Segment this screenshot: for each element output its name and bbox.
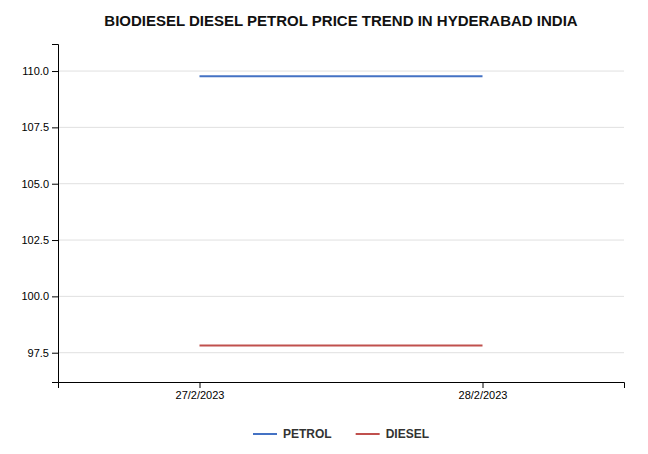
legend-label: PETROL	[283, 427, 332, 441]
y-tick-label: 110.0	[22, 65, 49, 77]
legend-label: DIESEL	[386, 427, 429, 441]
y-tick-mark	[52, 353, 58, 354]
y-tick-label: 100.0	[21, 290, 49, 302]
grid-line	[58, 240, 624, 241]
x-tick-mark	[200, 382, 201, 388]
grid-line	[58, 352, 624, 353]
y-tick-label: 97.5	[28, 347, 49, 359]
x-tick-label: 28/2/2023	[459, 389, 508, 401]
y-tick: 102.5	[21, 234, 58, 246]
grid-line	[58, 71, 624, 72]
title: BIODIESEL DIESEL PETROL PRICE TREND IN H…	[104, 12, 578, 29]
legend-item: DIESEL	[356, 427, 429, 441]
y-tick-mark	[52, 240, 58, 241]
line	[200, 75, 483, 77]
y-tick: 100.0	[21, 290, 58, 302]
y-tick-mark	[52, 127, 58, 128]
grid	[58, 71, 624, 353]
y-tick: 110.0	[22, 65, 58, 77]
x-tick-label: 27/2/2023	[176, 389, 225, 401]
legend-swatch	[356, 433, 380, 435]
y-tick-label: 102.5	[21, 234, 49, 246]
y-tick: 107.5	[21, 121, 58, 133]
grid-line	[58, 127, 624, 128]
legend-item: PETROL	[253, 427, 332, 441]
y-tick-mark	[52, 296, 58, 297]
y-tick-mark	[52, 71, 58, 72]
line	[200, 344, 483, 346]
y-tick-mark	[52, 184, 58, 185]
legend: PETROL DIESEL	[253, 427, 429, 441]
legend-swatch	[253, 433, 277, 435]
y-tick: 97.5	[28, 347, 58, 359]
plot-area: 97.5 100.0 102.5 105.0 107.5 110.0 27/2/2023 28…	[21, 45, 624, 401]
x-axis-line	[59, 383, 625, 389]
y-tick-label: 105.0	[21, 178, 49, 190]
grid-line	[58, 296, 624, 297]
chart: 97.5 100.0 102.5 105.0 107.5 110.0 27/2/2023 28…	[0, 0, 648, 454]
y-axis-line	[52, 45, 59, 383]
marks	[200, 76, 483, 345]
x-axis: 27/2/2023 28/2/2023	[59, 382, 625, 401]
grid-line	[58, 183, 624, 184]
x-tick: 28/2/2023	[459, 382, 508, 401]
x-tick: 27/2/2023	[176, 382, 225, 401]
y-tick: 105.0	[21, 178, 58, 190]
y-axis: 97.5 100.0 102.5 105.0 107.5 110.0	[21, 45, 58, 383]
y-tick-label: 107.5	[21, 121, 49, 133]
x-tick-mark	[483, 382, 484, 388]
